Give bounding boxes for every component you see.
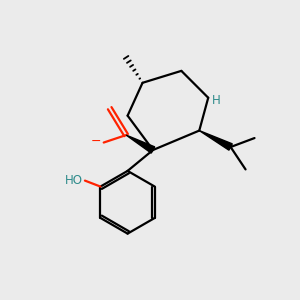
Text: −: − xyxy=(90,134,101,148)
Text: H: H xyxy=(212,94,221,107)
Polygon shape xyxy=(199,130,232,150)
Polygon shape xyxy=(126,135,155,153)
Text: HO: HO xyxy=(64,174,82,187)
